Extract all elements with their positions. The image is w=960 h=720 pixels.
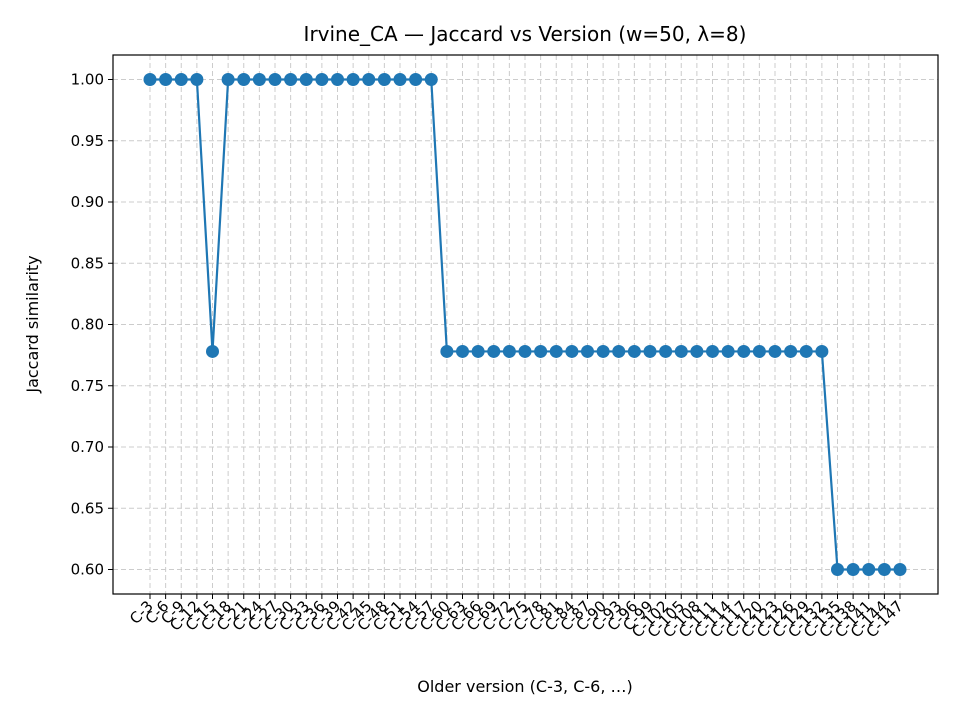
data-point <box>799 344 813 358</box>
data-point <box>721 344 735 358</box>
data-point <box>252 73 266 86</box>
data-point <box>846 563 860 576</box>
data-point <box>549 344 563 358</box>
data-point <box>877 563 891 576</box>
x-axis-label: Older version (C-3, C-6, …) <box>417 677 632 696</box>
data-point <box>190 73 204 86</box>
y-tick-label: 0.90 <box>71 193 104 211</box>
data-point <box>627 344 641 358</box>
data-point <box>315 73 329 86</box>
data-point <box>221 73 235 86</box>
data-point <box>471 344 485 358</box>
data-point <box>409 73 423 86</box>
data-point <box>768 344 782 358</box>
data-point <box>612 344 626 358</box>
data-point <box>143 73 157 86</box>
data-point <box>393 73 407 86</box>
data-point <box>893 563 907 576</box>
y-tick-label: 0.80 <box>71 316 104 334</box>
data-point <box>706 344 719 358</box>
tick-layer: 0.600.650.700.750.800.850.900.951.00C-3C… <box>71 71 907 642</box>
data-point <box>268 73 282 86</box>
data-point <box>346 73 360 86</box>
data-point <box>690 344 704 358</box>
chart-title: Irvine_CA — Jaccard vs Version (w=50, λ=… <box>304 22 747 46</box>
y-tick-label: 0.75 <box>71 377 104 395</box>
data-point <box>299 73 313 86</box>
data-point <box>581 344 594 358</box>
data-point <box>565 344 579 358</box>
data-point <box>456 344 469 358</box>
y-tick-label: 0.65 <box>71 499 104 517</box>
grid-layer <box>113 55 938 594</box>
data-point <box>362 73 376 86</box>
series-layer <box>143 73 907 576</box>
data-point <box>284 73 298 86</box>
data-point <box>659 344 673 358</box>
y-axis-label: Jaccard similarity <box>23 255 42 393</box>
y-tick-label: 0.95 <box>71 132 104 150</box>
data-point <box>487 344 501 358</box>
data-point <box>534 344 548 358</box>
data-point <box>518 344 532 358</box>
data-point <box>237 73 251 86</box>
y-tick-label: 1.00 <box>71 71 104 89</box>
data-point <box>331 73 344 86</box>
data-point <box>159 73 173 86</box>
data-point <box>596 344 610 358</box>
data-point <box>752 344 766 358</box>
data-point <box>862 563 876 576</box>
y-tick-label: 0.60 <box>71 561 104 579</box>
data-point <box>502 344 516 358</box>
data-point <box>440 344 454 358</box>
data-point <box>174 73 188 86</box>
y-tick-label: 0.85 <box>71 254 104 272</box>
y-tick-label: 0.70 <box>71 438 104 456</box>
data-point <box>674 344 688 358</box>
data-point <box>784 344 798 358</box>
data-point <box>424 73 438 86</box>
data-point <box>737 344 751 358</box>
data-point <box>643 344 657 358</box>
data-point <box>831 563 844 576</box>
data-point <box>815 344 829 358</box>
data-point <box>206 344 219 358</box>
data-point <box>377 73 391 86</box>
